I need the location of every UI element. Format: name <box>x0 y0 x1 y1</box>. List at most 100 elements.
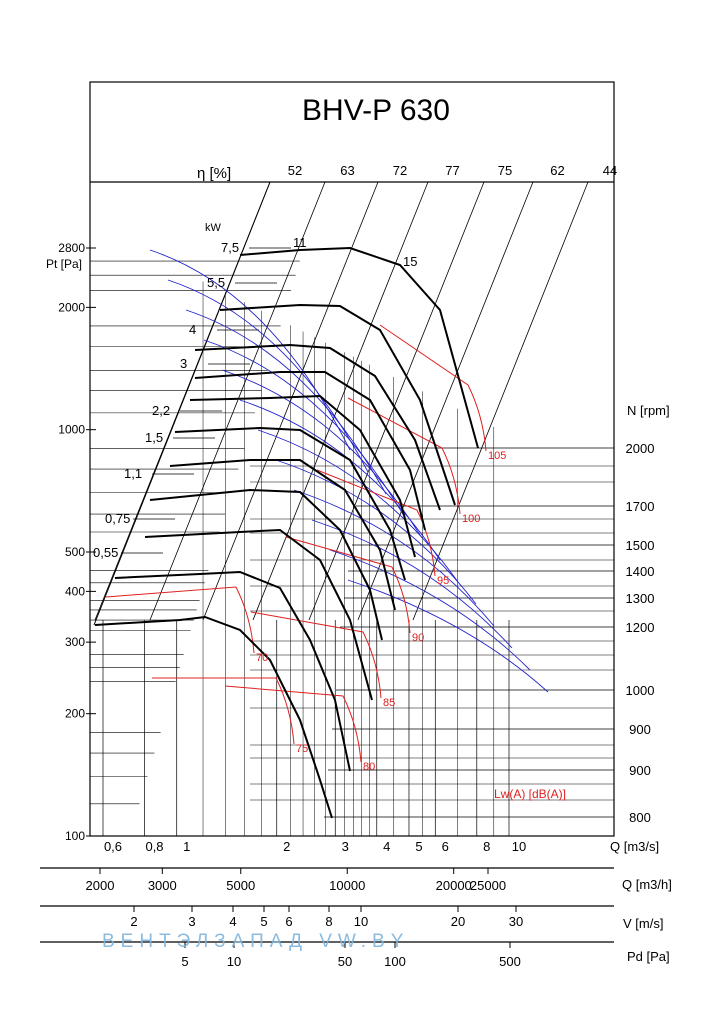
fan-curve <box>174 426 406 581</box>
efficiency-diagonal <box>252 181 429 621</box>
sound-label: 90 <box>412 632 424 644</box>
dynamic-pressure-tick-label: 100 <box>384 954 406 969</box>
efficiency-curve <box>329 549 531 671</box>
pressure-tick-label: 100 <box>65 829 85 843</box>
efficiency-curve <box>167 279 369 473</box>
efficiency-diagonal <box>357 181 534 621</box>
efficiency-boundary <box>93 181 271 626</box>
power-label: 0,55 <box>93 545 118 560</box>
power-label: 0,75 <box>105 511 130 526</box>
efficiency-diagonal <box>308 181 485 621</box>
power-label: 7,5 <box>221 240 239 255</box>
efficiency-label: 75 <box>498 163 512 178</box>
grid-layer <box>90 181 614 836</box>
fan-curve <box>219 303 456 506</box>
efficiency-label: 52 <box>288 163 302 178</box>
pressure-tick-label: 2000 <box>58 300 85 314</box>
power-axis-label: kW <box>205 222 222 234</box>
fan-curve <box>189 394 416 558</box>
efficiency-curve <box>275 459 477 605</box>
speed-line-label: 2000 <box>626 441 655 456</box>
sound-label: 80 <box>363 761 375 773</box>
fan-curve <box>239 246 479 449</box>
m3h-tick-label: 5000 <box>226 878 255 893</box>
velocity-tick-label: 8 <box>325 914 332 929</box>
velocity-tick-label: 10 <box>354 914 368 929</box>
velocity-axis-label: V [m/s] <box>623 916 663 931</box>
speed-line-label: 900 <box>629 722 651 737</box>
pressure-tick-label: 2800 <box>58 241 85 255</box>
dynamic-pressure-axis-label: Pd [Pa] <box>627 949 670 964</box>
sound-curve <box>316 469 436 577</box>
sound-curve <box>347 397 461 515</box>
fan-curve <box>144 528 373 701</box>
flow-tick-label: 1 <box>183 839 190 854</box>
speed-line-label: 1200 <box>626 620 655 635</box>
efficiency-axis-label: η [%] <box>197 165 231 182</box>
speed-line-label: 1700 <box>626 499 655 514</box>
speed-line-label: 800 <box>629 810 651 825</box>
flow-tick-label: 6 <box>442 839 449 854</box>
speed-axis-label: N [rpm] <box>627 403 670 418</box>
speed-line-label: 1500 <box>626 538 655 553</box>
efficiency-curve <box>257 429 459 583</box>
flow-tick-label: 0,8 <box>145 839 163 854</box>
flow-tick-label: 5 <box>415 839 422 854</box>
flow-tick-label: 2 <box>283 839 290 854</box>
sound-curve <box>152 677 295 745</box>
fan-curve <box>149 488 383 641</box>
sound-label: 85 <box>383 697 395 709</box>
velocity-tick-label: 2 <box>130 914 137 929</box>
power-label: 2,2 <box>152 403 170 418</box>
flow-tick-label: 0,6 <box>104 839 122 854</box>
flow-tick-label: 10 <box>512 839 526 854</box>
axes: 1002003004005001000200028002000170015001… <box>40 81 655 969</box>
pressure-tick-label: 200 <box>65 707 85 721</box>
power-label: 1,1 <box>124 466 142 481</box>
efficiency-curve <box>347 579 549 693</box>
sound-lines <box>105 324 487 763</box>
efficiency-diagonal <box>149 181 326 621</box>
sound-label: 100 <box>462 513 480 525</box>
efficiency-label: 62 <box>550 163 564 178</box>
m3h-tick-label: 10000 <box>329 878 365 893</box>
pressure-tick-label: 300 <box>65 635 85 649</box>
flow-tick-label: 3 <box>342 839 349 854</box>
velocity-tick-label: 30 <box>509 914 523 929</box>
watermark: ВЕНТЭЛЗАПАД VW.BY <box>102 931 409 952</box>
sound-label: 75 <box>296 743 308 755</box>
efficiency-label: 63 <box>340 163 354 178</box>
power-label: 4 <box>189 322 196 337</box>
fan-curve <box>194 371 426 531</box>
sound-label: 70 <box>256 652 268 664</box>
efficiency-diagonal <box>202 181 379 621</box>
efficiency-curve <box>149 249 351 451</box>
fan-curve <box>194 343 441 511</box>
sound-label: 95 <box>437 575 449 587</box>
pressure-axis-label: Pt [Pa] <box>46 257 82 271</box>
flow-axis-m3s-label: Q [m3/s] <box>610 839 659 854</box>
power-label: 15 <box>403 254 417 269</box>
m3h-tick-label: 2000 <box>86 878 115 893</box>
velocity-tick-label: 20 <box>451 914 465 929</box>
sound-curve <box>105 586 255 654</box>
chart-title: BHV-P 630 <box>302 94 450 127</box>
velocity-tick-label: 4 <box>229 914 236 929</box>
sound-legend-label: Lw(A) [dB(A)] <box>494 787 566 801</box>
velocity-tick-label: 5 <box>260 914 267 929</box>
dynamic-pressure-tick-label: 10 <box>227 954 241 969</box>
dynamic-pressure-tick-label: 50 <box>338 954 352 969</box>
flow-tick-label: 4 <box>383 839 390 854</box>
speed-line-label: 1000 <box>626 683 655 698</box>
efficiency-label: 44 <box>603 163 617 178</box>
power-label: 1,5 <box>145 430 163 445</box>
pressure-tick-label: 1000 <box>58 423 85 437</box>
sound-curve <box>285 536 411 634</box>
efficiency-label: 72 <box>393 163 407 178</box>
fan-curve <box>169 459 396 611</box>
sound-curve <box>224 685 362 763</box>
speed-line-label: 1300 <box>626 591 655 606</box>
fan-curve <box>114 570 351 772</box>
plot-frame <box>89 81 615 837</box>
